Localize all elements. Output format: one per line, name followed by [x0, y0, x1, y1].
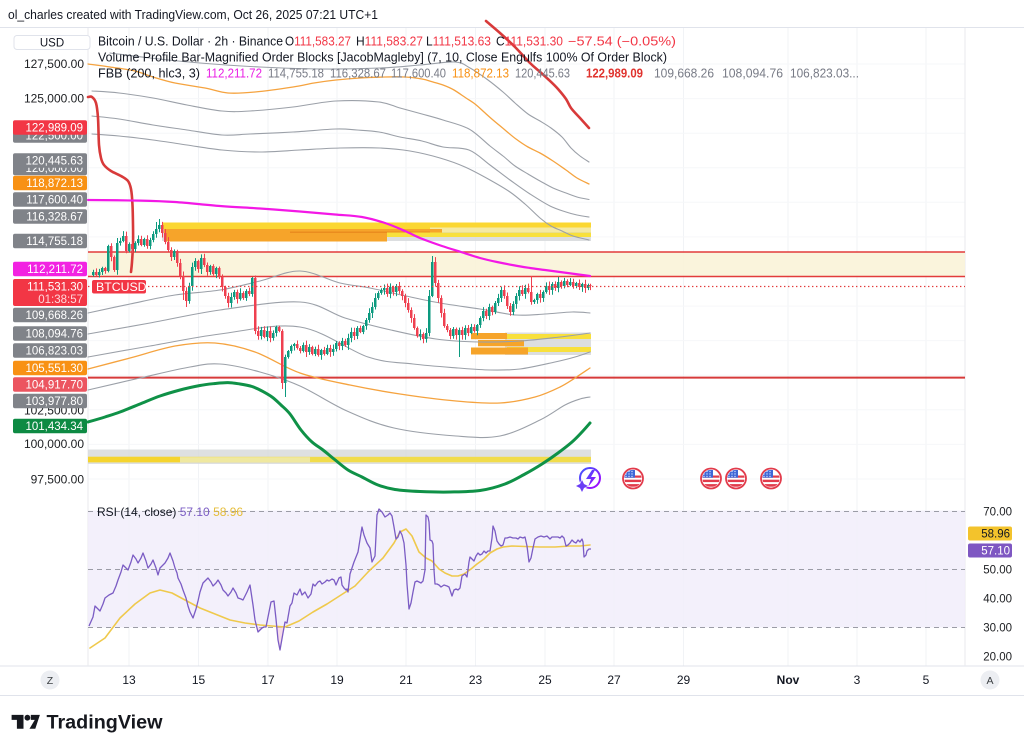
svg-text:ol_charles created with Tradin: ol_charles created with TradingView.com,…	[8, 7, 378, 22]
svg-text:122,989.09: 122,989.09	[586, 67, 643, 81]
svg-text:118,872.13: 118,872.13	[452, 67, 509, 81]
svg-text:120,445.63: 120,445.63	[25, 156, 83, 168]
svg-text:40.00: 40.00	[983, 594, 1012, 606]
svg-text:106,823.03: 106,823.03	[25, 346, 83, 358]
svg-text:114,755.18: 114,755.18	[26, 236, 83, 248]
svg-text:127,500.00: 127,500.00	[24, 57, 84, 71]
svg-text:01:38:57: 01:38:57	[38, 294, 83, 306]
svg-text:L111,513.63: L111,513.63	[426, 35, 491, 49]
svg-text:USD: USD	[40, 38, 64, 50]
svg-text:23: 23	[469, 673, 483, 687]
svg-text:97,500.00: 97,500.00	[31, 473, 85, 487]
svg-text:100,000.00: 100,000.00	[24, 437, 84, 451]
svg-text:30.00: 30.00	[983, 623, 1012, 635]
svg-text:−57.54 (−0.05%): −57.54 (−0.05%)	[568, 35, 676, 49]
svg-text:20.00: 20.00	[983, 652, 1012, 664]
svg-text:50.00: 50.00	[983, 565, 1012, 577]
svg-text:57.10: 57.10	[981, 546, 1010, 558]
svg-text:116,328.67: 116,328.67	[330, 67, 386, 81]
svg-text:O111,583.27: O111,583.27	[285, 35, 351, 49]
svg-text:122,989.09: 122,989.09	[25, 123, 83, 135]
svg-text:106,823.03...: 106,823.03...	[790, 67, 859, 81]
svg-text:A: A	[986, 675, 993, 687]
svg-text:3: 3	[854, 673, 861, 687]
svg-text:Nov: Nov	[777, 673, 800, 687]
svg-text:104,917.70: 104,917.70	[25, 380, 83, 392]
svg-text:15: 15	[192, 673, 206, 687]
svg-text:108,094.76: 108,094.76	[25, 329, 83, 341]
svg-text:125,000.00: 125,000.00	[24, 92, 84, 106]
svg-text:109,668.26: 109,668.26	[25, 310, 83, 322]
svg-text:103,977.80: 103,977.80	[25, 396, 83, 408]
svg-text:13: 13	[122, 673, 136, 687]
svg-text:FBB (200, hlc3, 3): FBB (200, hlc3, 3)	[98, 67, 200, 81]
svg-text:H111,583.27: H111,583.27	[356, 35, 423, 49]
svg-text:101,434.34: 101,434.34	[25, 421, 83, 433]
svg-text:C111,531.30: C111,531.30	[496, 35, 563, 49]
svg-text:19: 19	[330, 673, 344, 687]
svg-text:114,755.18: 114,755.18	[268, 67, 324, 81]
svg-text:118,872.13: 118,872.13	[26, 178, 83, 190]
svg-text:27: 27	[607, 673, 621, 687]
svg-text:117,600.40: 117,600.40	[391, 67, 446, 81]
svg-text:Volume Profile Bar-Magnified O: Volume Profile Bar-Magnified Order Block…	[98, 51, 667, 65]
svg-text:25: 25	[538, 673, 552, 687]
svg-text:29: 29	[677, 673, 691, 687]
svg-text:108,094.76: 108,094.76	[722, 67, 783, 81]
svg-text:117,600.40: 117,600.40	[26, 195, 83, 207]
svg-text:58.96: 58.96	[981, 529, 1010, 541]
svg-text:105,551.30: 105,551.30	[25, 363, 83, 375]
svg-text:BTCUSD: BTCUSD	[96, 280, 147, 294]
svg-text:Bitcoin / U.S. Dollar · 2h · B: Bitcoin / U.S. Dollar · 2h · Binance	[98, 35, 283, 49]
svg-text:17: 17	[261, 673, 275, 687]
svg-text:5: 5	[923, 673, 930, 687]
svg-text:112,211.72: 112,211.72	[27, 264, 83, 276]
svg-text:109,668.26: 109,668.26	[654, 67, 714, 81]
svg-text:TradingView: TradingView	[47, 712, 164, 734]
svg-text:RSI (14, close) 57.10 58.96: RSI (14, close) 57.10 58.96	[97, 505, 243, 519]
svg-text:120,445.63: 120,445.63	[515, 67, 570, 81]
svg-text:111,531.30: 111,531.30	[27, 282, 83, 294]
svg-text:Z: Z	[47, 675, 54, 687]
svg-text:21: 21	[399, 673, 413, 687]
svg-text:112,211.72: 112,211.72	[206, 67, 262, 81]
svg-text:116,328.67: 116,328.67	[26, 212, 83, 224]
svg-text:70.00: 70.00	[983, 507, 1012, 519]
